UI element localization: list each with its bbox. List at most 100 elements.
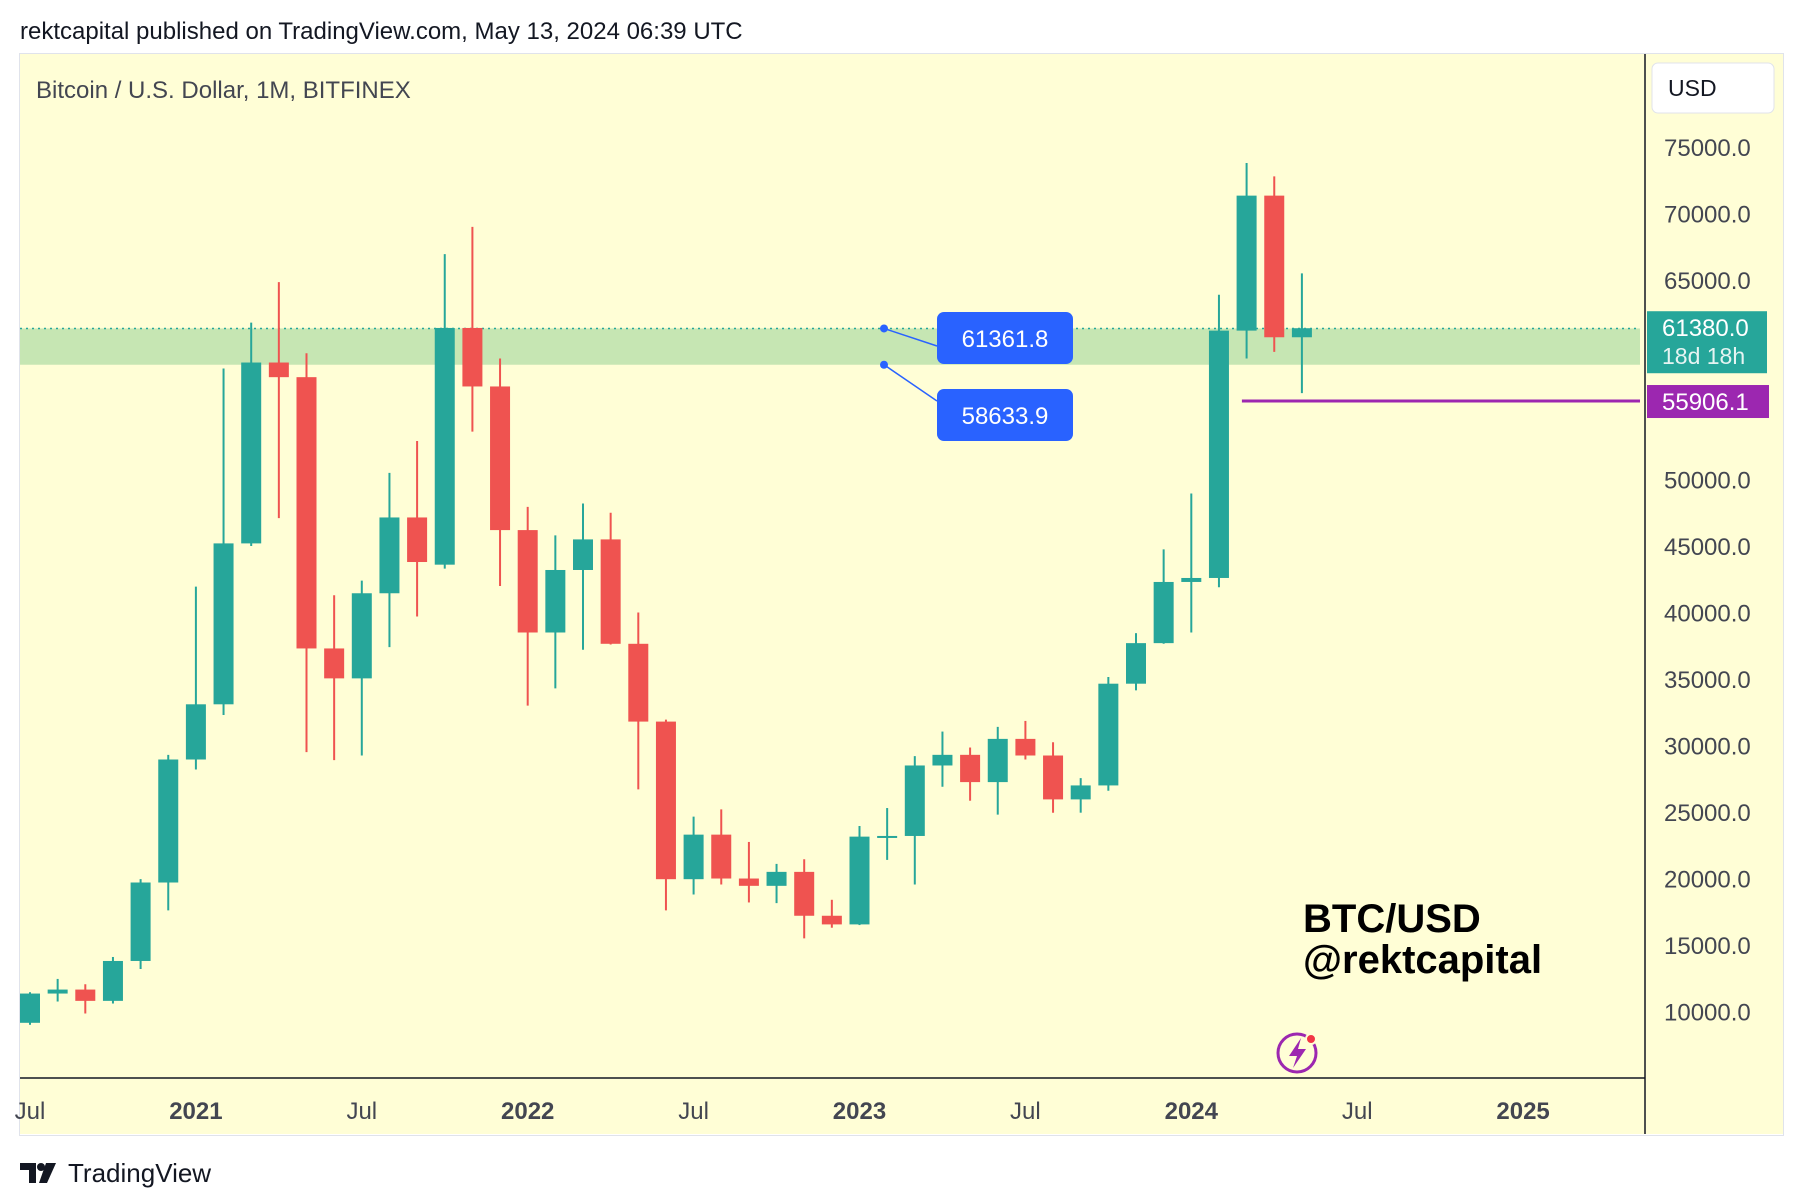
candle-body	[1070, 785, 1091, 800]
callout-box	[937, 389, 1073, 441]
candle-body	[628, 643, 649, 722]
candle-body	[987, 738, 1008, 783]
candle[interactable]	[407, 440, 428, 617]
candle[interactable]	[932, 731, 953, 787]
candle-body	[766, 871, 787, 886]
candle-body	[47, 989, 68, 994]
candle[interactable]	[462, 226, 483, 432]
candle-body	[960, 754, 981, 783]
candle[interactable]	[1264, 176, 1285, 352]
candle-body	[1153, 581, 1174, 644]
footer-brand[interactable]: TradingView	[68, 1157, 212, 1188]
candle-body	[268, 362, 289, 378]
time-tick-label: 2025	[1496, 1098, 1549, 1125]
watermark-handle: @rektcapital	[1303, 938, 1542, 982]
candle[interactable]	[1098, 677, 1119, 791]
candle[interactable]	[573, 503, 593, 650]
time-tick-label: Jul	[1342, 1098, 1373, 1125]
time-tick-label: Jul	[15, 1098, 46, 1125]
candle[interactable]	[960, 747, 981, 801]
candle-body	[683, 834, 704, 880]
time-tick-label: Jul	[346, 1098, 377, 1125]
candle[interactable]	[324, 595, 345, 761]
candle[interactable]	[213, 368, 234, 715]
candle[interactable]	[1126, 633, 1146, 691]
time-tick-label: Jul	[678, 1098, 709, 1125]
candle[interactable]	[987, 726, 1008, 815]
candle[interactable]	[1043, 742, 1064, 813]
watermark-pair: BTC/USD	[1303, 897, 1481, 941]
candle-body	[324, 648, 345, 679]
candle[interactable]	[268, 282, 289, 519]
time-ticks: Jul 2021 Jul 2022 Jul 2023 Jul 2024 Jul 2025	[15, 1098, 1550, 1125]
candle[interactable]	[296, 353, 317, 753]
candle[interactable]	[821, 899, 842, 928]
candle[interactable]	[517, 506, 538, 706]
candle[interactable]	[738, 841, 759, 903]
candle-body	[1098, 683, 1119, 786]
candle-body	[490, 386, 511, 531]
candle[interactable]	[655, 719, 676, 911]
candle[interactable]	[628, 612, 649, 790]
candle[interactable]	[47, 978, 68, 1002]
support-price-box	[1647, 385, 1769, 419]
candle[interactable]	[600, 512, 621, 645]
candle[interactable]	[158, 754, 179, 911]
candle[interactable]	[1208, 294, 1229, 588]
candle-body	[1181, 577, 1202, 582]
callout-label: 61361.8	[962, 326, 1049, 353]
candle-body	[545, 569, 566, 633]
currency-button[interactable]: USD	[1651, 62, 1775, 114]
candle[interactable]	[877, 808, 898, 860]
price-tick-label: 40000.0	[1664, 601, 1751, 628]
candle[interactable]	[1070, 778, 1091, 813]
candles-group	[20, 163, 1312, 1025]
candle[interactable]	[20, 992, 40, 1025]
price-tick-label: 65000.0	[1664, 268, 1751, 295]
candle[interactable]	[102, 956, 123, 1004]
candle[interactable]	[351, 580, 372, 756]
candle-body	[407, 517, 428, 563]
candle[interactable]	[1236, 163, 1257, 359]
candle[interactable]	[1291, 273, 1312, 394]
candle[interactable]	[130, 879, 151, 969]
candle[interactable]	[711, 809, 732, 885]
price-callout[interactable]: 58633.9	[880, 360, 1073, 441]
candle[interactable]	[1015, 720, 1036, 760]
candle-body	[573, 539, 593, 570]
candle[interactable]	[683, 816, 704, 895]
candle[interactable]	[490, 358, 511, 586]
price-callout[interactable]: 61361.8	[880, 312, 1073, 364]
tradingview-logo-icon	[20, 1163, 56, 1183]
lightning-icon[interactable]	[1276, 1032, 1318, 1074]
price-tick-label: 15000.0	[1664, 933, 1751, 960]
candle[interactable]	[904, 756, 925, 885]
candle[interactable]	[794, 859, 815, 939]
price-tick-label: 25000.0	[1664, 800, 1751, 827]
candle-body	[1236, 195, 1257, 331]
candle-body	[1015, 738, 1036, 756]
candle[interactable]	[1181, 493, 1202, 633]
candle[interactable]	[185, 586, 206, 770]
candle-body	[904, 765, 925, 836]
candle-body	[655, 721, 676, 880]
candle[interactable]	[1153, 549, 1174, 644]
candle-body	[241, 362, 262, 544]
time-tick-label: 2022	[501, 1098, 554, 1125]
candle[interactable]	[241, 322, 262, 547]
callout-anchor	[880, 324, 888, 333]
support-price-value: 55906.1	[1662, 389, 1749, 416]
candle[interactable]	[379, 472, 400, 648]
candle[interactable]	[849, 825, 870, 926]
price-tick-label: 45000.0	[1664, 534, 1751, 561]
last-price-value: 61380.0	[1662, 315, 1749, 342]
candle[interactable]	[545, 535, 566, 689]
time-tick-label: 2024	[1165, 1098, 1219, 1125]
price-tick-label: 70000.0	[1664, 202, 1751, 229]
candle[interactable]	[766, 863, 787, 904]
price-tick-label: 20000.0	[1664, 867, 1751, 894]
candle-body	[296, 377, 317, 649]
candle[interactable]	[434, 254, 455, 569]
candle[interactable]	[75, 984, 96, 1014]
